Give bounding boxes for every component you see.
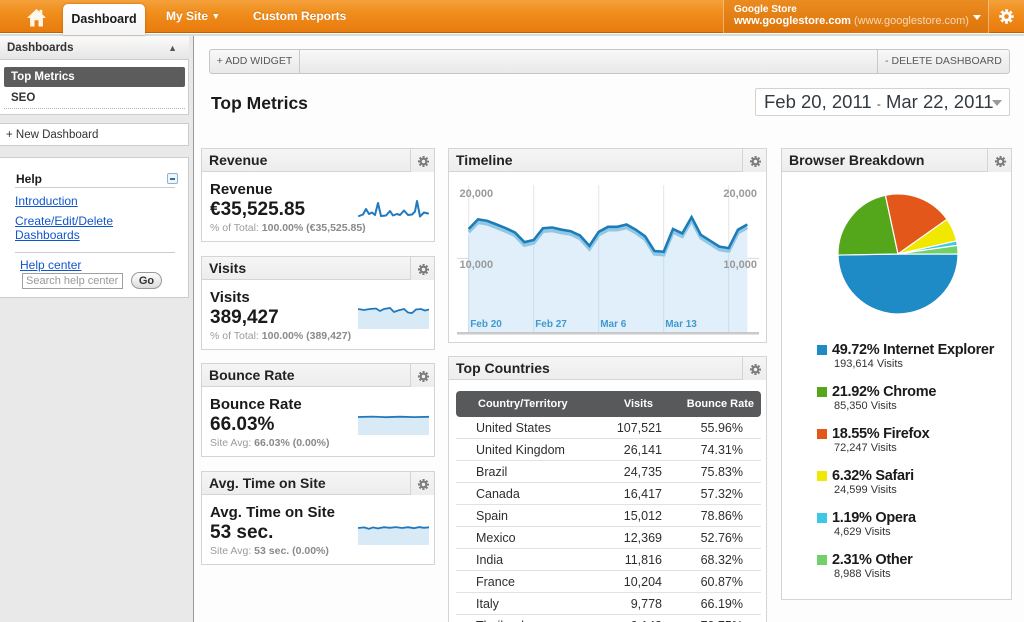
svg-text:Feb 20: Feb 20 (470, 319, 502, 330)
svg-text:20,000: 20,000 (723, 188, 757, 200)
svg-text:Mar 6: Mar 6 (600, 319, 627, 330)
svg-text:Mar 13: Mar 13 (665, 319, 697, 330)
svg-text:Feb 27: Feb 27 (535, 319, 567, 330)
svg-text:10,000: 10,000 (460, 259, 494, 271)
svg-text:20,000: 20,000 (460, 188, 494, 200)
svg-text:10,000: 10,000 (723, 259, 757, 271)
